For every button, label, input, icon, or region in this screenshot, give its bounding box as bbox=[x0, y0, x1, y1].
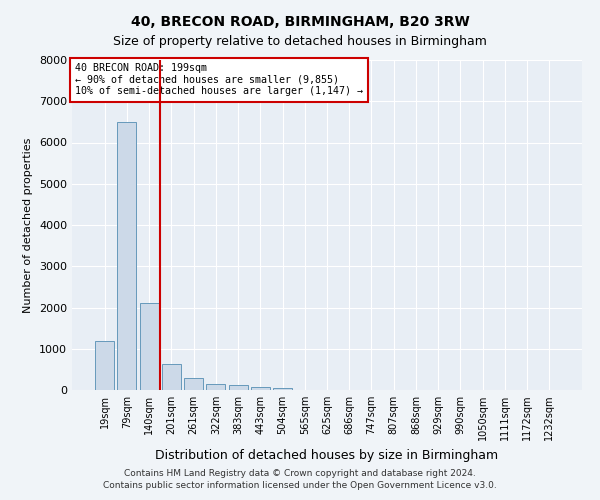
Text: Contains HM Land Registry data © Crown copyright and database right 2024.
Contai: Contains HM Land Registry data © Crown c… bbox=[103, 468, 497, 490]
Bar bbox=[162, 364, 181, 390]
Bar bbox=[251, 387, 270, 390]
Bar bbox=[95, 340, 114, 390]
Text: 40, BRECON ROAD, BIRMINGHAM, B20 3RW: 40, BRECON ROAD, BIRMINGHAM, B20 3RW bbox=[131, 15, 469, 29]
Text: 40 BRECON ROAD: 199sqm
← 90% of detached houses are smaller (9,855)
10% of semi-: 40 BRECON ROAD: 199sqm ← 90% of detached… bbox=[74, 64, 362, 96]
Bar bbox=[118, 122, 136, 390]
Bar bbox=[184, 378, 203, 390]
Bar bbox=[273, 388, 292, 390]
Bar bbox=[229, 386, 248, 390]
Bar bbox=[206, 384, 225, 390]
Text: Size of property relative to detached houses in Birmingham: Size of property relative to detached ho… bbox=[113, 35, 487, 48]
Bar bbox=[140, 304, 158, 390]
Y-axis label: Number of detached properties: Number of detached properties bbox=[23, 138, 34, 312]
X-axis label: Distribution of detached houses by size in Birmingham: Distribution of detached houses by size … bbox=[155, 448, 499, 462]
